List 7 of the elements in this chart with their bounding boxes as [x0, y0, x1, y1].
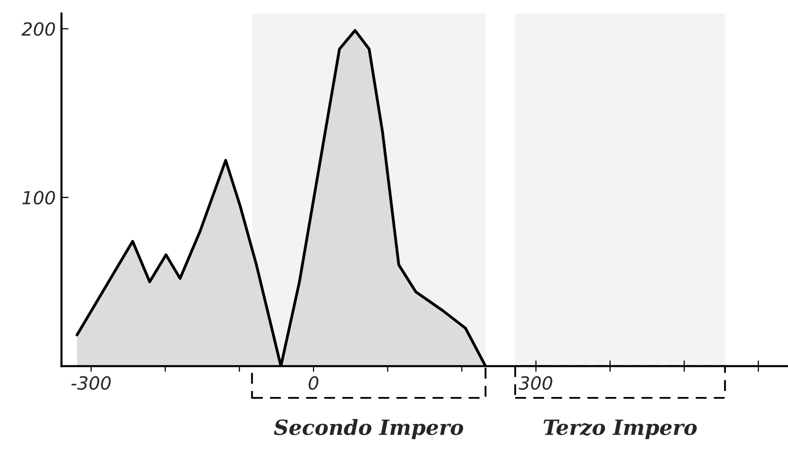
band-label: Terzo Impero — [544, 420, 697, 440]
band-label: Secondo Impero — [274, 419, 464, 440]
x-tick-label: -300 — [71, 376, 111, 390]
x-tick-label: 0 — [308, 376, 318, 390]
x-tick-label: 300 — [518, 376, 552, 390]
y-tick-label: 200 — [22, 22, 55, 36]
y-tick-label: 100 — [22, 190, 55, 205]
